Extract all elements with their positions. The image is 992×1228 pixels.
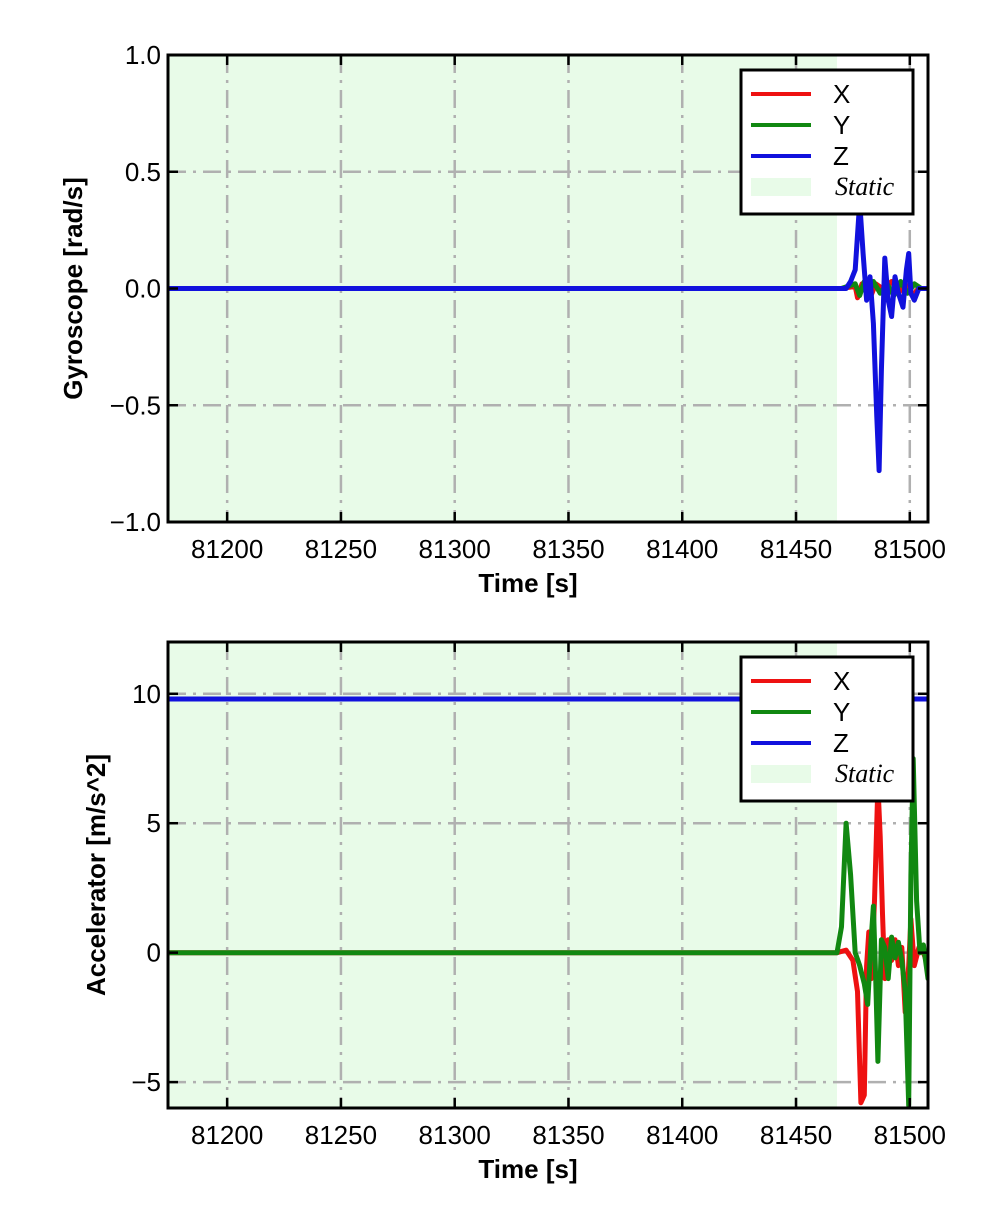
legend-label-x: X	[833, 666, 850, 696]
legend-label-z: Z	[833, 141, 849, 171]
plot-frame	[166, 640, 930, 1110]
y-tick-label: 1.0	[125, 40, 161, 70]
y-tick-label: 5	[147, 808, 161, 838]
legend-label-z: Z	[833, 728, 849, 758]
x-tick-label: 81300	[419, 534, 491, 564]
static-region	[168, 642, 837, 1108]
x-tick-label: 81350	[532, 534, 604, 564]
legend-label-x: X	[833, 79, 850, 109]
x-tick-label: 81250	[305, 1120, 377, 1150]
accelerometer-panel: 81200 81250 81300 81350 81400 81450 81500 −5 0 5 1…	[81, 640, 946, 1184]
legend-swatch-static	[751, 765, 811, 783]
y-tick-label: −5	[131, 1067, 161, 1097]
series-line-y	[168, 756, 928, 1108]
x-tick-label: 81200	[191, 1120, 263, 1150]
x-tick-label: 81300	[419, 1120, 491, 1150]
legend-label-y: Y	[833, 110, 850, 140]
x-tick-label: 81400	[646, 534, 718, 564]
gyroscope-panel: 81200 81250 81300 81350 81400 81450 81500 −1.0 −…	[58, 40, 946, 598]
y-tick-label: 0	[147, 938, 161, 968]
x-tick-label: 81350	[532, 1120, 604, 1150]
x-tick-label: 81250	[305, 534, 377, 564]
y-axis-label: Accelerator [m/s^2]	[81, 754, 111, 996]
y-tick-label: 10	[132, 679, 161, 709]
x-tick-label: 81450	[760, 1120, 832, 1150]
x-tick-label: 81500	[874, 534, 946, 564]
x-axis-label: Time [s]	[478, 568, 577, 598]
x-tick-label: 81450	[760, 534, 832, 564]
legend-label-static: Static	[835, 172, 895, 201]
y-tick-label: −0.5	[110, 390, 161, 420]
y-tick-label: 0.5	[125, 157, 161, 187]
y-axis-label: Gyroscope [rad/s]	[58, 177, 88, 400]
legend-swatch-static	[751, 178, 811, 196]
x-axis-label: Time [s]	[478, 1154, 577, 1184]
legend-label-y: Y	[833, 697, 850, 727]
y-tick-label: −1.0	[110, 507, 161, 537]
legend-label-static: Static	[835, 759, 895, 788]
x-tick-label: 81200	[191, 534, 263, 564]
x-tick-label: 81500	[874, 1120, 946, 1150]
y-tick-label: 0.0	[125, 274, 161, 304]
x-tick-label: 81400	[646, 1120, 718, 1150]
